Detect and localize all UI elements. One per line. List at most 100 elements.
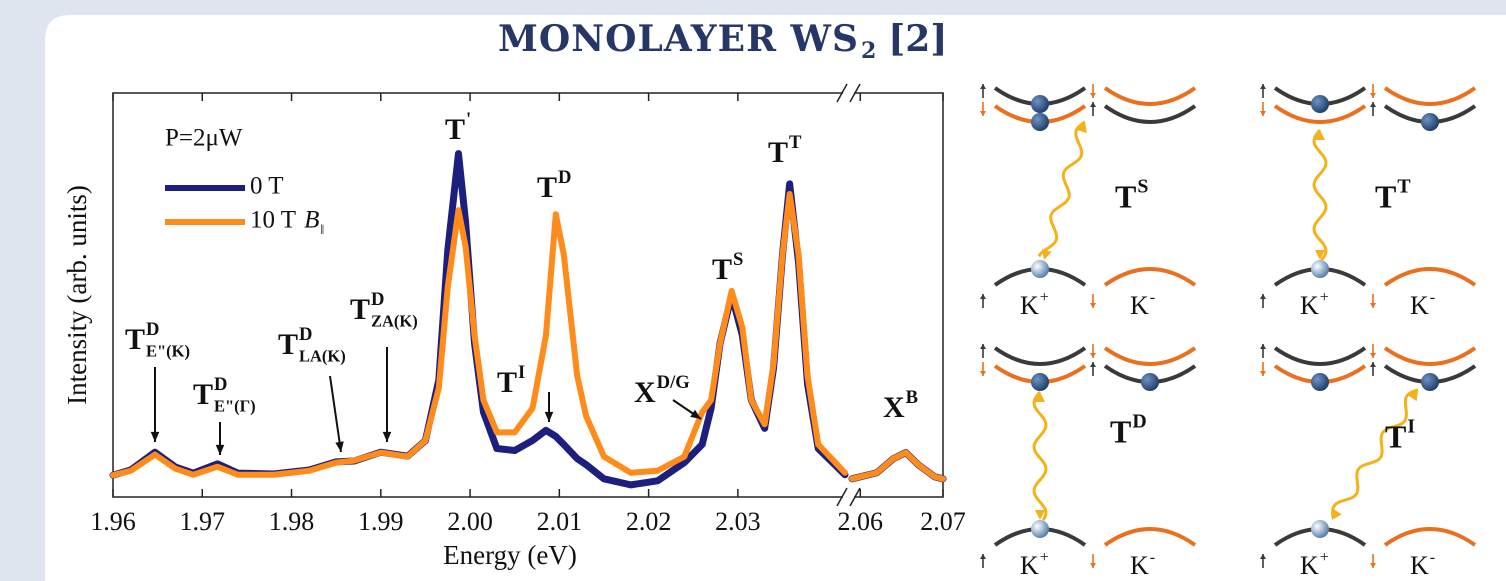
axis-break-mark (836, 487, 848, 507)
label-sup: + (1320, 289, 1329, 306)
legend-label: 10 T (250, 207, 296, 234)
electron (1421, 373, 1439, 391)
chart: 1.96 1.97 1.98 1.99 2.00 2.01 2.02 2.03 2.06 2.07… (62, 83, 966, 570)
electron (1031, 113, 1049, 131)
transition-panel: K + K -T T (1260, 84, 1477, 320)
axis-break-mark (849, 83, 861, 103)
photon-arrowhead (1035, 392, 1045, 402)
label-sup: ' (466, 109, 471, 130)
electron (1311, 95, 1329, 113)
label-main: T (768, 136, 788, 169)
label-sup: S (733, 249, 743, 270)
title-sub: 2 (861, 38, 876, 64)
spin-arrowhead (980, 294, 986, 299)
label-main: T (193, 378, 213, 411)
label-main: T (1385, 418, 1406, 454)
spin-arrowhead (1090, 353, 1096, 358)
legend-title: P=2μW (165, 125, 243, 152)
label-sub: ZA(K) (371, 311, 418, 330)
band-curve (1383, 346, 1477, 366)
annotation-arrowhead (150, 431, 160, 442)
photon-arrowhead (1035, 510, 1045, 520)
y-axis-label: Intensity (arb. units) (62, 185, 92, 405)
spin-arrowhead (1260, 554, 1266, 559)
photon-arrowhead (1315, 130, 1325, 140)
spin-arrowhead (980, 554, 986, 559)
spin-arrowhead (980, 371, 986, 376)
axis-break-gap (843, 493, 854, 501)
label-sup: B (906, 387, 918, 408)
label-main: T (537, 171, 557, 204)
hole (1311, 520, 1329, 538)
band-curve (1103, 346, 1197, 366)
band-curve (1273, 346, 1367, 366)
spin-arrowhead (1260, 371, 1266, 376)
spin-arrowhead (980, 344, 986, 349)
spin-arrowhead (1090, 563, 1096, 568)
band-curve (1103, 527, 1197, 547)
label-main: T (278, 328, 298, 361)
band-curve (1103, 86, 1197, 106)
transition-panel: K + K -T S (980, 84, 1197, 320)
label-main: K (1020, 291, 1039, 320)
label-sup: I (1407, 415, 1415, 437)
axis-break-mark (849, 487, 861, 507)
band-curve (993, 346, 1087, 366)
spin-arrowhead (1370, 362, 1376, 367)
plot-frame (112, 92, 944, 498)
title-ref: [2] (888, 18, 947, 60)
label-main: K (1020, 551, 1039, 580)
label-sup: - (1150, 549, 1155, 566)
label-sup: D (299, 324, 312, 345)
label-main: T (712, 253, 732, 286)
label-main: K (1300, 551, 1319, 580)
electron (1141, 373, 1159, 391)
label-main: K (1130, 551, 1149, 580)
label-main: T (1115, 178, 1136, 214)
label-sup: + (1040, 549, 1049, 566)
slide-title: MONOLAYER WS 2 [2] (498, 18, 947, 64)
band-curve (1383, 267, 1477, 287)
label-main: K (1410, 551, 1429, 580)
photon-wave (1032, 391, 1048, 521)
electron (1421, 113, 1439, 131)
label-main: X (883, 391, 905, 424)
annotation-arrowhead (335, 441, 344, 452)
label-main: T (1110, 413, 1131, 449)
slide-panel (45, 15, 1506, 581)
spin-arrowhead (1370, 563, 1376, 568)
band-curve (1103, 104, 1197, 124)
spin-arrowhead (1260, 84, 1266, 89)
spin-arrowhead (1370, 102, 1376, 107)
label-main: T (125, 323, 145, 356)
label-sup: D (146, 319, 159, 340)
photon-wave (1037, 120, 1086, 258)
x-tick-label: 1.98 (269, 507, 315, 536)
label-sub: E"(Γ) (214, 396, 256, 415)
label-sub: E"(K) (146, 341, 190, 360)
x-tick-label: 1.99 (358, 507, 404, 536)
spin-arrowhead (980, 111, 986, 116)
annotation-arrowhead (544, 411, 554, 422)
label-main: K (1300, 291, 1319, 320)
spin-arrowhead (1370, 303, 1376, 308)
annotation-arrowhead (382, 431, 392, 442)
label-sup: T (1397, 175, 1410, 197)
x-tick-label: 2.00 (447, 507, 493, 536)
label-sup: - (1150, 289, 1155, 306)
label-sub: LA(K) (299, 346, 346, 365)
label-sup: D (558, 167, 571, 188)
x-tick-label: 1.96 (90, 507, 136, 536)
label-main: T (1375, 178, 1396, 214)
band-curve (1383, 86, 1477, 106)
x-tick-label: 2.03 (715, 507, 761, 536)
photon-wave (1331, 388, 1419, 519)
hole (1031, 520, 1049, 538)
axis-break-gap (843, 89, 854, 97)
spin-arrowhead (1090, 102, 1096, 107)
axis-break-mark (836, 83, 848, 103)
label-sup: + (1320, 549, 1329, 566)
photon-arrowhead (1408, 390, 1418, 402)
photon-arrowhead (1315, 250, 1325, 260)
spin-arrowhead (1260, 294, 1266, 299)
